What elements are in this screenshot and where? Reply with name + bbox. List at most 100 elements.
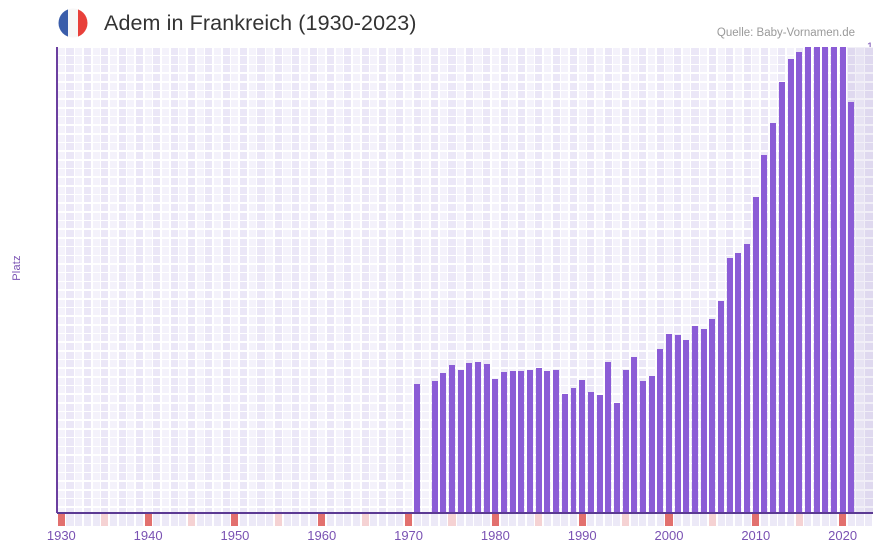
bar[interactable]	[848, 102, 855, 512]
bar[interactable]	[518, 371, 525, 512]
bar[interactable]	[553, 370, 560, 512]
bar[interactable]	[596, 395, 603, 512]
x-axis-tick-cell	[821, 514, 829, 526]
x-axis-tick-cell	[309, 514, 317, 526]
x-axis-tick-cell	[656, 514, 664, 526]
x-axis-tick-cell	[517, 514, 525, 526]
x-axis-tick-cell	[370, 514, 378, 526]
bar[interactable]	[457, 370, 464, 512]
bar[interactable]	[657, 349, 664, 512]
bar[interactable]	[787, 59, 794, 512]
bar[interactable]	[622, 370, 629, 512]
x-axis-tick-cell	[92, 514, 100, 526]
bar[interactable]	[466, 363, 473, 512]
x-axis-major-tick-marker	[405, 514, 413, 526]
bar[interactable]	[718, 301, 725, 512]
bar[interactable]	[744, 244, 751, 512]
x-axis-tick-label: 2020	[828, 528, 858, 543]
x-axis-tick-cell	[248, 514, 256, 526]
x-axis-tick-cell	[813, 514, 821, 526]
bar[interactable]	[561, 394, 568, 512]
bar[interactable]	[431, 381, 438, 512]
y-axis-title: Platz	[11, 255, 23, 281]
bar[interactable]	[822, 47, 829, 512]
x-axis-tick-cell	[439, 514, 447, 526]
bar[interactable]	[674, 335, 681, 512]
bar[interactable]	[709, 319, 716, 512]
bar[interactable]	[509, 371, 516, 512]
x-axis-tick-cell	[639, 514, 647, 526]
bar[interactable]	[813, 47, 820, 512]
x-axis-tick-cell	[83, 514, 91, 526]
bar[interactable]	[804, 47, 811, 512]
x-axis-tick-cell	[500, 514, 508, 526]
bar[interactable]	[501, 372, 508, 512]
x-axis-tick-cell	[127, 514, 135, 526]
bar[interactable]	[544, 371, 551, 512]
bar[interactable]	[579, 380, 586, 512]
bar[interactable]	[527, 370, 534, 512]
x-axis-tick-label: 1960	[307, 528, 337, 543]
bar[interactable]	[648, 376, 655, 512]
x-axis-tick-cell	[613, 514, 621, 526]
bar[interactable]	[692, 326, 699, 512]
x-axis-tick-cell	[292, 514, 300, 526]
x-axis-major-tick-marker	[839, 514, 847, 526]
x-axis-tick-cell	[856, 514, 864, 526]
bar[interactable]	[839, 47, 846, 512]
y-axis-line	[56, 47, 58, 513]
x-axis-tick-cell	[240, 514, 248, 526]
x-axis-minor-tick-marker	[188, 514, 196, 526]
x-axis-tick-cell	[630, 514, 638, 526]
x-axis-tick-cell	[760, 514, 769, 526]
bar[interactable]	[666, 334, 672, 512]
bar[interactable]	[778, 82, 785, 512]
bar[interactable]	[492, 379, 499, 512]
x-axis-tick-cell	[717, 514, 725, 526]
bar[interactable]	[587, 392, 594, 512]
bar[interactable]	[475, 362, 481, 512]
bar[interactable]	[448, 365, 455, 512]
bar[interactable]	[639, 381, 646, 512]
bar[interactable]	[483, 364, 490, 512]
bar[interactable]	[631, 357, 638, 512]
bar[interactable]	[735, 253, 742, 512]
bar[interactable]	[796, 52, 803, 512]
bar[interactable]	[570, 388, 577, 512]
bar[interactable]	[440, 373, 447, 512]
bar[interactable]	[761, 155, 768, 512]
france-flag-icon	[58, 8, 88, 38]
x-axis-tick-labels: 1930 1940 1950 1960 1970 1980 1990 2000 2010 2020	[0, 528, 873, 552]
bar[interactable]	[752, 197, 759, 512]
x-axis-tick-cell	[604, 514, 612, 526]
bar[interactable]	[613, 403, 620, 512]
bar[interactable]	[726, 258, 733, 512]
x-axis-tick-cell	[352, 514, 361, 526]
bar[interactable]	[535, 368, 542, 512]
bar[interactable]	[700, 329, 707, 512]
x-axis-tick-cell	[431, 514, 439, 526]
bar[interactable]	[414, 384, 421, 512]
x-axis-tick-cell	[214, 514, 222, 526]
x-axis-tick-cell	[691, 514, 699, 526]
x-axis-tick-cell	[847, 514, 855, 526]
bar[interactable]	[770, 123, 777, 512]
bar[interactable]	[683, 340, 690, 512]
bar[interactable]	[605, 362, 612, 512]
x-axis-tick-cell	[75, 514, 83, 526]
x-axis-tick-cell	[552, 514, 560, 526]
x-axis-tick-cell	[596, 514, 604, 526]
x-axis-minor-tick-marker	[448, 514, 456, 526]
source-credit: Quelle: Baby-Vornamen.de	[716, 27, 855, 39]
bar[interactable]	[830, 47, 837, 512]
x-axis-tick-cell	[205, 514, 213, 526]
x-axis-tick-cell	[865, 514, 873, 526]
x-axis-major-tick-marker	[57, 514, 65, 526]
x-axis-major-tick-marker	[318, 514, 326, 526]
x-axis-major-tick-marker	[665, 514, 673, 526]
x-axis-tick-cell	[300, 514, 308, 526]
x-axis-minor-tick-marker	[795, 514, 803, 526]
x-axis-tick-cell	[153, 514, 161, 526]
x-axis-tick-label: 1940	[133, 528, 163, 543]
